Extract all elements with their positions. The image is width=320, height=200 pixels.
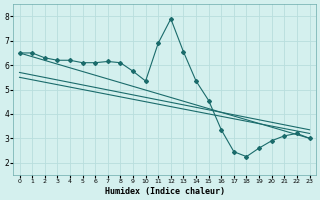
X-axis label: Humidex (Indice chaleur): Humidex (Indice chaleur) — [105, 187, 225, 196]
